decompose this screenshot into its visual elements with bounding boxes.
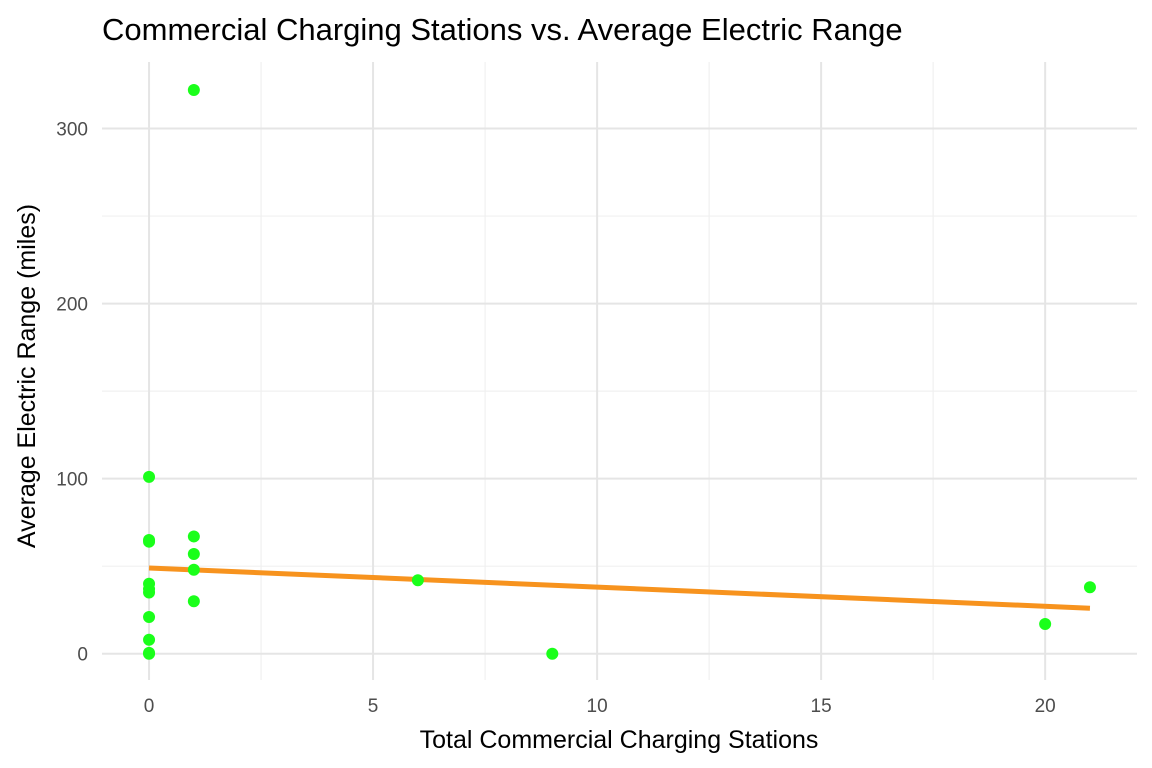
trend-line <box>148 565 1091 611</box>
data-point <box>187 84 200 97</box>
data-point <box>143 633 156 646</box>
data-point <box>546 647 559 660</box>
major-gridlines <box>102 62 1137 680</box>
data-point <box>187 547 200 560</box>
y-tick-label: 200 <box>56 295 88 316</box>
data-point <box>143 610 156 623</box>
minor-gridlines <box>102 62 1137 680</box>
x-axis-title: Total Commercial Charging Stations <box>420 726 819 754</box>
y-tick-label: 100 <box>56 470 88 491</box>
data-point <box>143 535 156 548</box>
data-points <box>143 84 1096 660</box>
data-point <box>1039 617 1052 630</box>
data-point <box>143 647 156 660</box>
x-tick-labels: 0 5 10 15 20 <box>144 696 1056 717</box>
data-point <box>187 563 200 576</box>
data-point <box>143 470 156 483</box>
data-point <box>411 574 424 587</box>
data-point <box>187 530 200 543</box>
x-tick-label: 0 <box>144 696 155 717</box>
data-point <box>187 595 200 608</box>
chart-title: Commercial Charging Stations vs. Average… <box>102 12 903 47</box>
data-point <box>1083 581 1096 594</box>
x-tick-label: 5 <box>368 696 379 717</box>
trend-line-group <box>148 565 1091 611</box>
y-tick-label: 300 <box>56 120 88 141</box>
data-point <box>143 586 156 599</box>
x-tick-label: 10 <box>587 696 608 717</box>
y-axis-title: Average Electric Range (miles) <box>13 204 41 548</box>
x-tick-label: 20 <box>1035 696 1056 717</box>
x-tick-label: 15 <box>811 696 832 717</box>
y-tick-labels: 0 100 200 300 <box>56 120 88 666</box>
y-tick-label: 0 <box>77 645 88 666</box>
